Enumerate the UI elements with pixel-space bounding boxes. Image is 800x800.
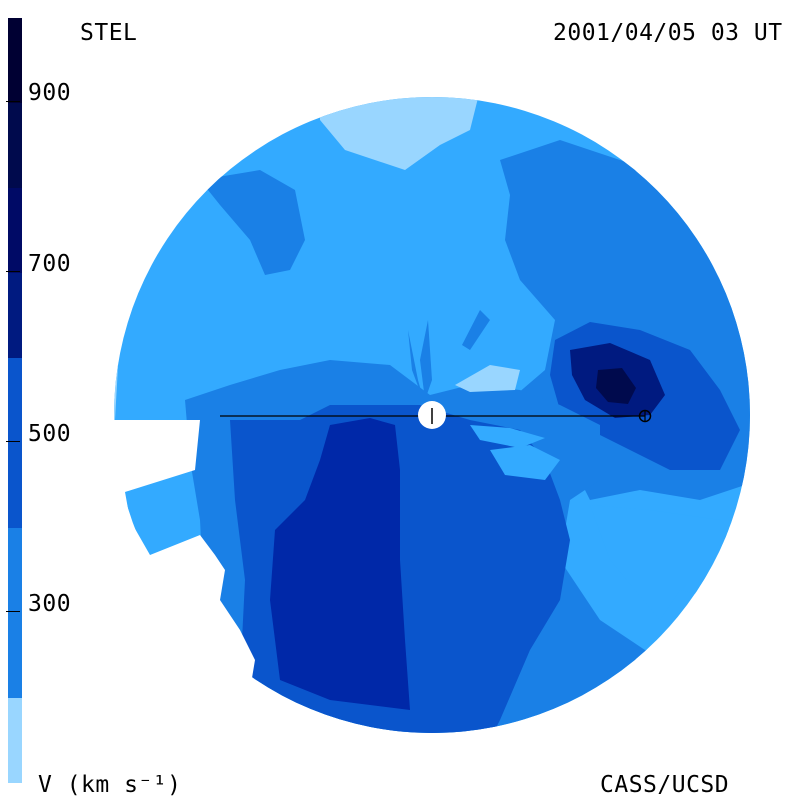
colorbar-band-3	[8, 188, 22, 273]
colorbar-tick	[6, 101, 20, 102]
colorbar-tick-label: 700	[28, 251, 72, 277]
instrument-label: STEL	[80, 20, 138, 46]
colorbar-tick-label: 900	[28, 80, 72, 106]
region-streamer-spike-3	[462, 310, 490, 350]
colorbar-tick-label: 500	[28, 421, 72, 447]
region-light-center-patch	[490, 445, 560, 480]
colorbar-band-4	[8, 273, 22, 358]
colorbar-tick	[6, 271, 20, 272]
region-mid-upper-left	[200, 170, 305, 275]
colorbar-band-2	[8, 103, 22, 188]
colorbar-tick	[6, 611, 20, 612]
colorbar-tick	[6, 441, 20, 442]
region-darkest-core-right	[596, 368, 636, 404]
credit-label: CASS/UCSD	[600, 772, 730, 798]
unit-label: V (km s⁻¹)	[38, 772, 182, 798]
timestamp-label: 2001/04/05 03 UT	[553, 20, 783, 46]
region-dark-lower-left	[270, 418, 410, 710]
velocity-colorbar	[8, 18, 22, 783]
region-very-light-top	[320, 97, 480, 170]
colorbar-tick-label: 300	[28, 591, 72, 617]
map-missing-data-notch	[90, 420, 255, 690]
region-very-light-streamer	[455, 365, 520, 392]
region-streamer-spike	[420, 320, 432, 400]
colorbar-band-1	[8, 18, 22, 103]
colorbar-band-6	[8, 528, 22, 698]
colorbar-band-5	[8, 358, 22, 528]
region-light-center-patch-2	[470, 425, 545, 448]
colorbar-band-7	[8, 698, 22, 783]
